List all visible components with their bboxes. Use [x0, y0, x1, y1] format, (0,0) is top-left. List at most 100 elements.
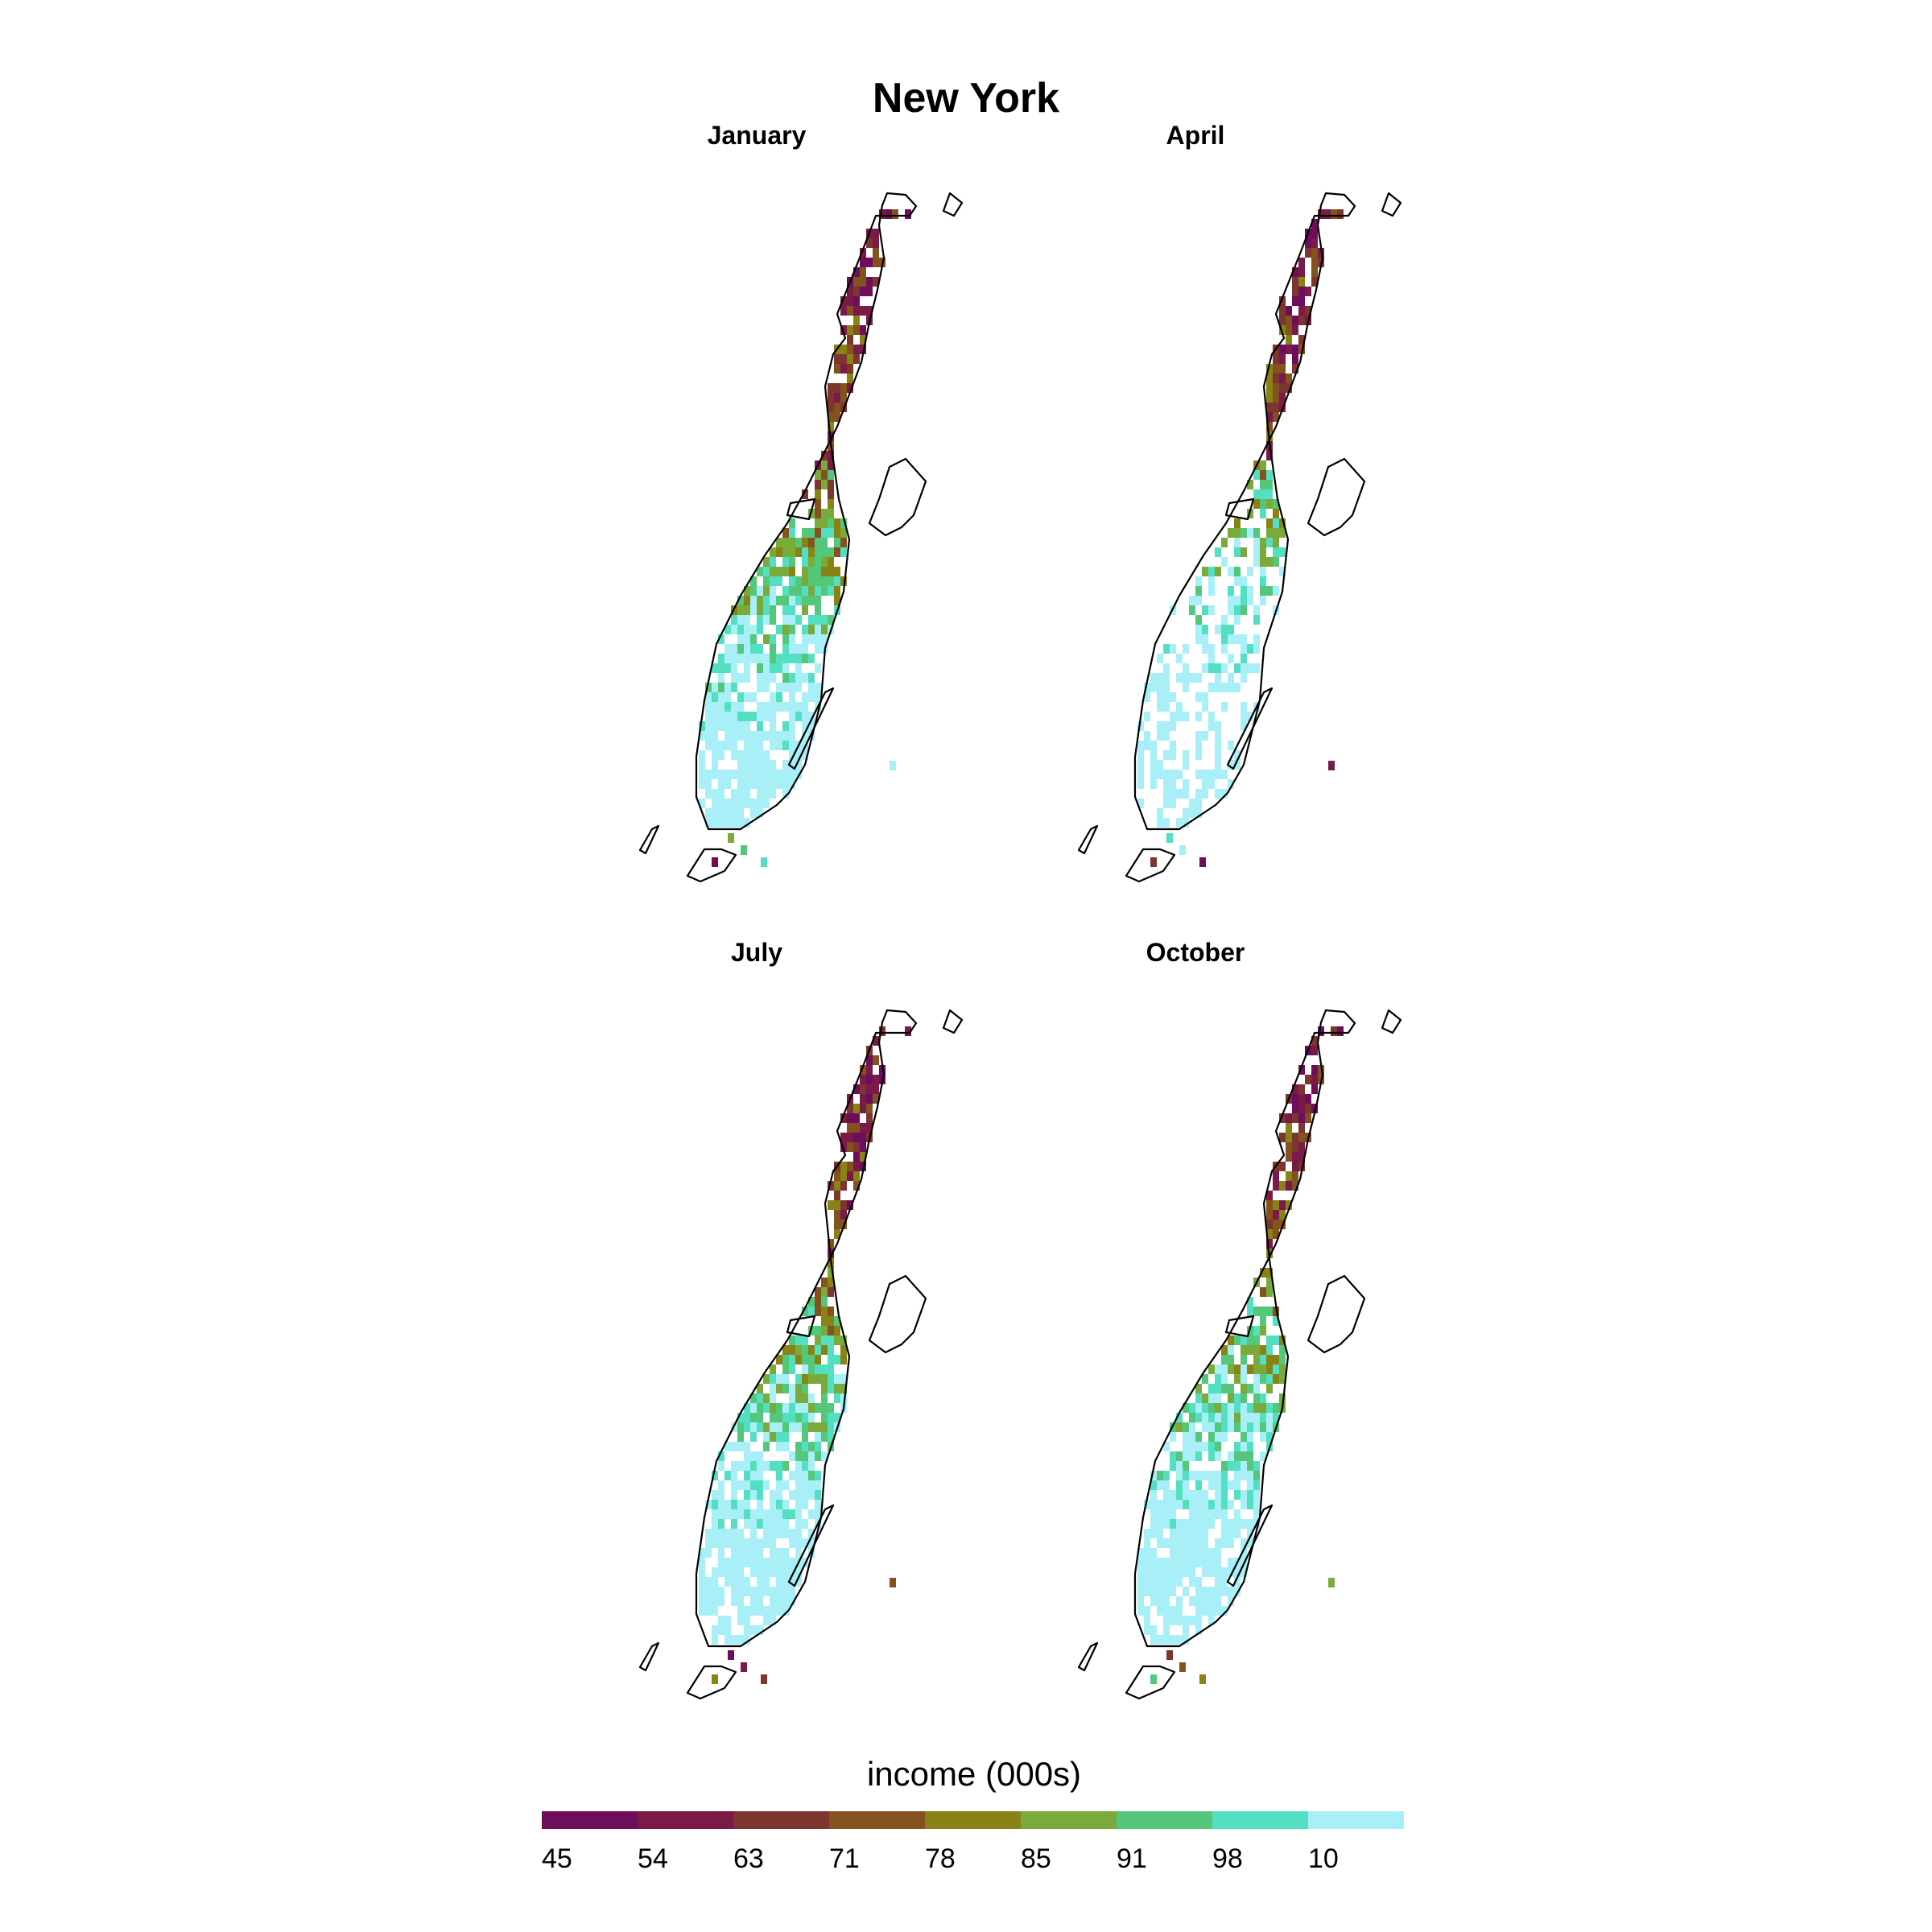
income-cell	[815, 605, 821, 615]
income-cell	[750, 1558, 757, 1567]
income-cell	[1195, 731, 1202, 741]
income-cell	[750, 799, 757, 808]
income-cell	[1247, 1442, 1253, 1451]
income-cell	[1157, 1635, 1163, 1645]
income-cell	[1183, 1548, 1189, 1558]
income-cell	[1215, 567, 1221, 576]
income-cell	[750, 1451, 757, 1461]
income-cell	[815, 596, 821, 605]
income-cell	[795, 1471, 802, 1480]
income-cell	[828, 451, 834, 460]
income-cell	[1163, 1587, 1170, 1596]
income-cell	[750, 779, 757, 789]
liberty-island-outline	[638, 824, 660, 855]
income-cell	[828, 1335, 834, 1345]
income-cell	[757, 1384, 763, 1393]
income-cell	[1292, 354, 1298, 364]
income-cell	[1286, 1142, 1292, 1152]
income-cell	[1253, 1374, 1260, 1384]
income-cell	[744, 1490, 750, 1500]
income-cell	[802, 1432, 808, 1442]
income-cell	[789, 1384, 795, 1393]
income-cell	[815, 576, 821, 586]
income-cell	[1241, 1345, 1247, 1355]
income-cell	[795, 596, 802, 605]
income-cell	[1228, 683, 1234, 692]
income-cell	[1247, 712, 1253, 721]
income-cell	[782, 683, 789, 692]
income-cell	[782, 721, 789, 731]
income-cell	[770, 1538, 776, 1548]
income-cell	[724, 799, 731, 808]
income-cell	[1176, 712, 1183, 721]
income-cell	[1150, 1596, 1157, 1606]
income-cell	[834, 1335, 840, 1345]
income-cell	[1260, 586, 1266, 596]
income-cell	[750, 576, 757, 586]
income-cell	[763, 789, 770, 799]
income-cell	[1176, 1548, 1183, 1558]
income-cell	[1176, 1616, 1183, 1625]
income-cell	[1221, 1461, 1228, 1471]
income-cell	[892, 209, 898, 219]
income-cell	[1273, 1200, 1279, 1210]
income-cell	[750, 596, 757, 605]
income-cell	[1208, 1471, 1215, 1480]
income-cell	[757, 799, 763, 808]
income-cell	[782, 1548, 789, 1558]
income-cell	[789, 538, 795, 547]
income-cell	[782, 605, 789, 615]
income-cell	[1273, 509, 1279, 518]
income-cell	[1195, 1442, 1202, 1451]
income-cell	[1215, 683, 1221, 692]
income-cell	[724, 731, 731, 741]
income-cell	[1202, 625, 1208, 634]
income-cell	[1305, 1113, 1311, 1123]
income-cell	[770, 741, 776, 750]
income-cell	[1298, 1152, 1305, 1162]
income-cell	[808, 1345, 815, 1355]
income-cell	[782, 1442, 789, 1451]
color-legend	[542, 1811, 1404, 1829]
income-cell	[1253, 605, 1260, 615]
income-cell	[821, 1432, 828, 1442]
income-cell	[802, 1471, 808, 1480]
income-cell	[821, 1384, 828, 1393]
income-cell	[731, 1529, 737, 1538]
income-cell	[815, 1355, 821, 1364]
income-cell	[1221, 1422, 1228, 1432]
income-cell	[1221, 1480, 1228, 1490]
income-cell	[1241, 1500, 1247, 1509]
income-cell	[1150, 1500, 1157, 1509]
income-cell	[1266, 374, 1273, 383]
manhattan-map	[638, 192, 964, 883]
income-cell	[1221, 1606, 1228, 1616]
reservoir-outline	[1224, 1315, 1255, 1338]
income-cell	[770, 663, 776, 673]
income-cell	[802, 586, 808, 596]
income-cell	[763, 1480, 770, 1490]
income-cell	[782, 1587, 789, 1596]
income-cell	[712, 1577, 718, 1587]
map-title: New York	[872, 75, 1060, 122]
income-cell	[828, 576, 834, 586]
income-cell	[860, 325, 866, 335]
income-cell	[1195, 1587, 1202, 1596]
income-cell	[1202, 779, 1208, 789]
income-cell	[1202, 663, 1208, 673]
income-cell	[1260, 1307, 1266, 1316]
income-cell	[737, 596, 744, 605]
income-cell	[1266, 1307, 1273, 1316]
income-cell	[1286, 1133, 1292, 1142]
income-cell	[1170, 1558, 1176, 1567]
income-cell	[1234, 615, 1241, 625]
income-cell	[1241, 702, 1247, 712]
income-cell	[1253, 1345, 1260, 1355]
income-cell	[770, 779, 776, 789]
income-cell	[834, 1181, 840, 1191]
income-cell	[1253, 1500, 1260, 1509]
income-cell	[757, 683, 763, 692]
income-cell	[795, 1548, 802, 1558]
income-cell	[828, 509, 834, 518]
income-cell	[770, 1374, 776, 1384]
